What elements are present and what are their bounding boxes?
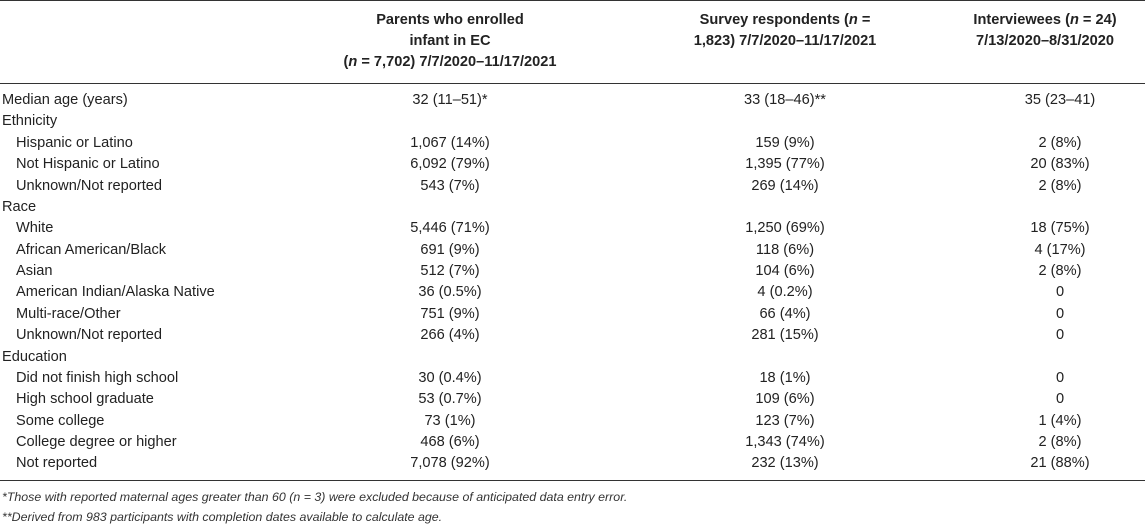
header-line: Survey respondents (n = — [699, 12, 871, 28]
table-row: Asian 512 (7%) 104 (6%) 2 (8%) — [0, 261, 1145, 282]
table-cell: 21 (88%) — [1030, 455, 1090, 472]
table-cell: 281 (15%) — [751, 327, 819, 344]
header-line: Interviewees (n = 24) — [973, 12, 1117, 28]
table-cell: 512 (7%) — [420, 263, 480, 279]
table-cell: 53 (0.7%) — [418, 391, 482, 408]
table-cell: 123 (7%) — [755, 412, 815, 429]
table-row: African American/Black 691 (9%) 118 (6%) 4 … — [0, 240, 1145, 261]
table-row-section: Median age (years) 32 (11–51)* 33 (18–46)*… — [0, 90, 1145, 111]
table-cell: 2 (8%) — [1038, 177, 1082, 194]
table-cell: 35 (23–41) — [1024, 92, 1096, 108]
table-cell: 36 (0.5%) — [418, 284, 482, 301]
column-header-enrolled-parents: Parents who enrolled infant in EC (n = 7… — [320, 10, 580, 73]
header-line: infant in EC — [409, 33, 491, 49]
table-top-rule — [0, 0, 1145, 1]
table-cell: 0 — [1055, 391, 1065, 408]
table-cell: 751 (9%) — [420, 305, 480, 322]
table-cell: 32 (11–51)* — [412, 92, 488, 108]
table-cell: 266 (4%) — [420, 327, 480, 344]
row-label: Hispanic or Latino — [16, 134, 133, 151]
row-label: Not Hispanic or Latino — [16, 156, 160, 173]
table-row-section: Race — [0, 197, 1145, 218]
table-cell: 691 (9%) — [420, 241, 480, 258]
table-cell: 30 (0.4%) — [418, 369, 482, 386]
table-row: Not Hispanic or Latino 6,092 (79%) 1,395 (… — [0, 154, 1145, 175]
table-cell: 269 (14%) — [751, 177, 819, 194]
column-header-interviewees: Interviewees (n = 24) 7/13/2020–8/31/202… — [945, 10, 1145, 52]
table-row: Hispanic or Latino 1,067 (14%) 159 (9%) 2 (… — [0, 133, 1145, 154]
table-row: American Indian/Alaska Native 36 (0.5%) 4 … — [0, 282, 1145, 303]
row-label: Did not finish high school — [16, 369, 179, 386]
table-cell: 4 (0.2%) — [757, 284, 813, 301]
table-cell: 73 (1%) — [424, 412, 476, 429]
table-row: Some college 73 (1%) 123 (7%) 1 (4%) — [0, 411, 1145, 432]
row-label: White — [16, 220, 54, 237]
table-cell: 5,446 (71%) — [410, 220, 490, 237]
section-label: Median age (years) — [2, 92, 128, 108]
row-label: Some college — [16, 412, 105, 429]
table-cell: 18 (1%) — [759, 369, 811, 386]
table-cell: 0 — [1055, 305, 1065, 322]
table-cell: 20 (83%) — [1030, 156, 1090, 173]
table-cell: 543 (7%) — [420, 177, 480, 194]
table-row: Multi-race/Other 751 (9%) 66 (4%) 0 — [0, 304, 1145, 325]
table-cell: 6,092 (79%) — [410, 156, 490, 173]
table-row: High school graduate 53 (0.7%) 109 (6%) 0 — [0, 389, 1145, 410]
table-row: Unknown/Not reported 543 (7%) 269 (14%) 2 (… — [0, 176, 1145, 197]
table-bottom-rule — [0, 480, 1145, 481]
row-label: Multi-race/Other — [16, 305, 121, 322]
table-cell: 66 (4%) — [759, 305, 811, 322]
table-cell: 2 (8%) — [1038, 134, 1082, 151]
table-cell: 159 (9%) — [755, 134, 815, 151]
table-cell: 2 (8%) — [1038, 434, 1082, 450]
table-cell: 104 (6%) — [755, 263, 815, 279]
header-line: Parents who enrolled — [376, 12, 524, 28]
table-cell: 0 — [1055, 369, 1065, 386]
table-cell: 0 — [1055, 284, 1065, 301]
row-label: Unknown/Not reported — [16, 177, 163, 194]
header-divider-rule — [0, 83, 1145, 84]
table-cell: 1,067 (14%) — [410, 134, 490, 151]
row-label: Asian — [16, 263, 53, 279]
table-row: White 5,446 (71%) 1,250 (69%) 18 (75%) — [0, 218, 1145, 239]
row-label: Not reported — [16, 455, 98, 472]
table-row-section: Education — [0, 347, 1145, 368]
row-label: College degree or higher — [16, 434, 177, 450]
table-cell: 4 (17%) — [1034, 241, 1086, 258]
table-body: Median age (years) 32 (11–51)* 33 (18–46)*… — [0, 90, 1145, 475]
table-cell: 468 (6%) — [420, 434, 480, 450]
table-cell: 1,395 (77%) — [745, 156, 825, 173]
footnote-maternal-age: *Those with reported maternal ages great… — [2, 490, 628, 504]
table-cell: 7,078 (92%) — [410, 455, 490, 472]
header-line: (n = 7,702) 7/7/2020–11/17/2021 — [343, 54, 557, 70]
table-row: College degree or higher 468 (6%) 1,343 (7… — [0, 432, 1145, 453]
table-cell: 1,343 (74%) — [745, 434, 825, 450]
table-row: Did not finish high school 30 (0.4%) 18 (1… — [0, 368, 1145, 389]
table-cell: 0 — [1055, 327, 1065, 344]
row-label: American Indian/Alaska Native — [16, 284, 215, 301]
header-line: 1,823) 7/7/2020–11/17/2021 — [693, 33, 877, 49]
table-cell: 33 (18–46)** — [744, 92, 826, 108]
header-line: 7/13/2020–8/31/2020 — [976, 33, 1114, 49]
table-cell: 18 (75%) — [1030, 220, 1090, 237]
table-cell: 118 (6%) — [755, 241, 815, 258]
section-label: Education — [2, 348, 67, 365]
row-label: High school graduate — [16, 391, 154, 408]
section-label: Race — [2, 198, 37, 215]
row-label: Unknown/Not reported — [16, 327, 163, 344]
section-label: Ethnicity — [2, 113, 58, 130]
table-cell: 1,250 (69%) — [745, 220, 825, 237]
table-row: Not reported 7,078 (92%) 232 (13%) 21 (88%) — [0, 453, 1145, 474]
table-cell: 109 (6%) — [755, 391, 815, 408]
table-row: Unknown/Not reported 266 (4%) 281 (15%) 0 — [0, 325, 1145, 346]
column-header-survey-respondents: Survey respondents (n = 1,823) 7/7/2020–… — [655, 10, 915, 52]
row-label: African American/Black — [16, 241, 167, 258]
table-row-section: Ethnicity — [0, 111, 1145, 132]
table-cell: 1 (4%) — [1038, 412, 1082, 429]
footnote-age-derivation: **Derived from 983 participants with com… — [2, 510, 443, 524]
table-cell: 2 (8%) — [1038, 263, 1082, 279]
table-cell: 232 (13%) — [751, 455, 819, 472]
